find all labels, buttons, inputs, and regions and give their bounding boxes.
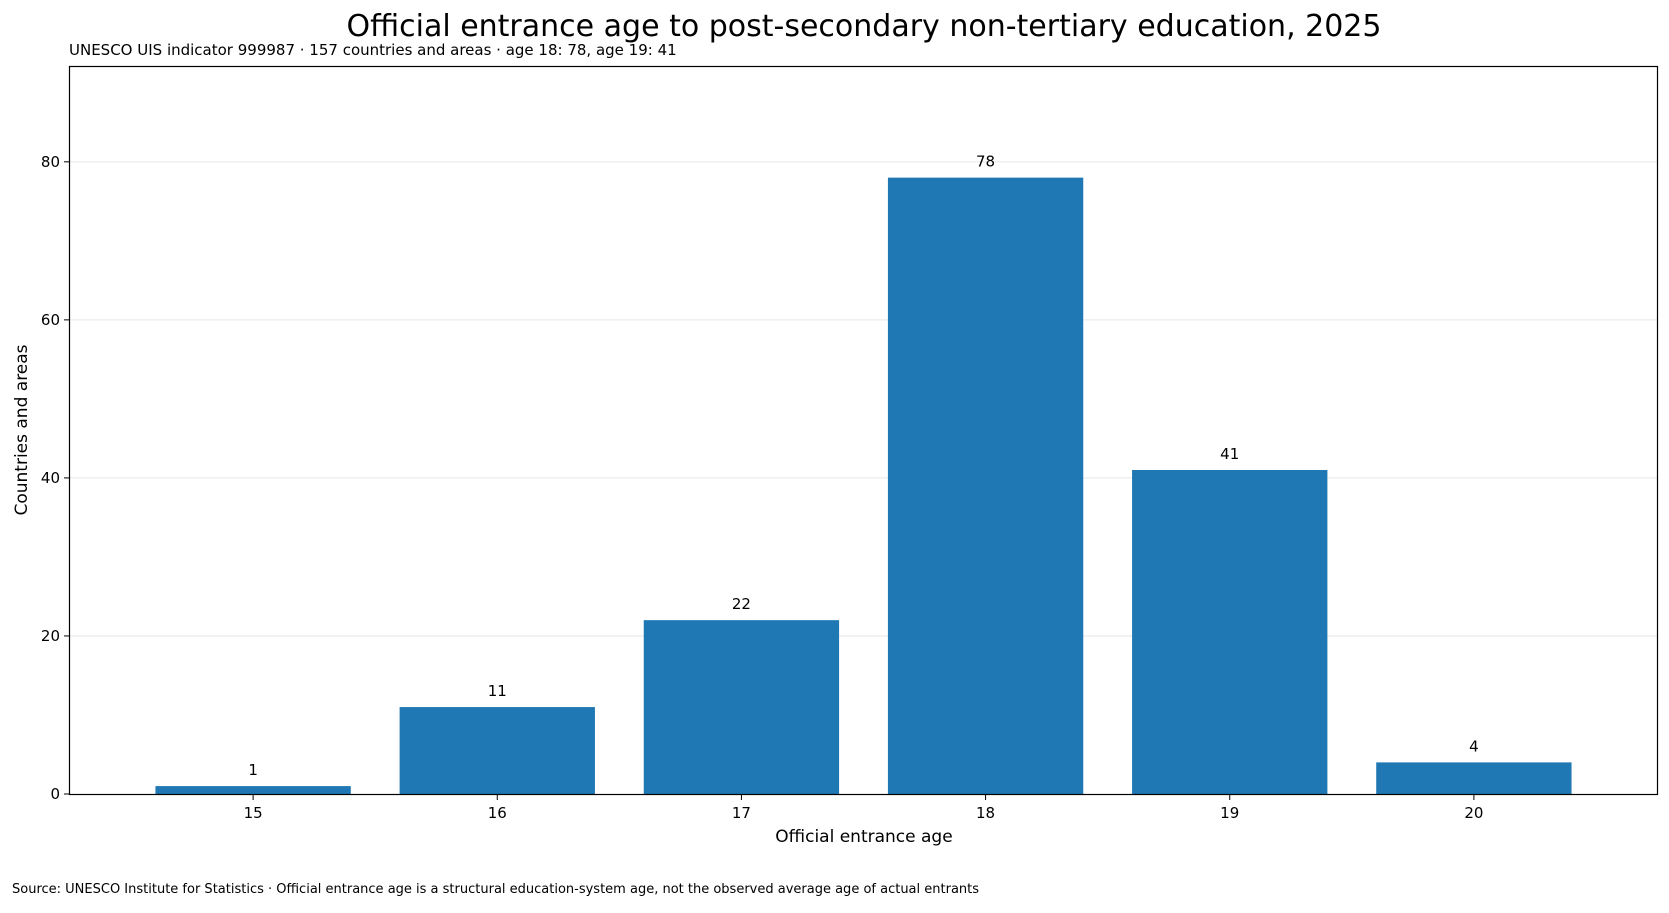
bar-18 [887,177,1084,794]
x-tick-label-15: 15 [244,804,263,822]
x-tick-label-18: 18 [976,804,995,822]
bars [155,177,1572,794]
source-note: Source: UNESCO Institute for Statistics … [12,882,979,897]
bar-17 [643,620,840,794]
gridlines [70,161,1657,637]
data-label-15: 1 [248,761,258,779]
y-axis-label: Countries and areas [12,344,32,515]
data-label-18: 78 [976,153,995,171]
y-tick-label: 20 [41,627,60,645]
y-tick-label: 80 [41,153,60,171]
bar-19 [1132,470,1328,794]
chart-title: Official entrance age to post-secondary … [347,9,1382,44]
bar-15 [155,786,351,794]
x-tick-label-16: 16 [488,804,507,822]
y-tick-label: 60 [41,311,60,329]
y-tick-label: 40 [41,469,60,487]
data-label-20: 4 [1469,737,1479,755]
y-tick-label: 0 [50,785,60,803]
x-ticks: 15 16 17 18 19 20 [244,794,1483,822]
x-tick-label-19: 19 [1220,804,1239,822]
plot-frame [68,65,1659,796]
x-axis-label: Official entrance age [775,827,952,847]
bar-20 [1376,762,1572,794]
chart-subtitle: UNESCO UIS indicator 999987 · 157 countr… [69,41,677,59]
data-label-19: 41 [1220,445,1239,463]
bar-16 [399,707,595,794]
x-tick-label-17: 17 [732,804,751,822]
x-tick-label-20: 20 [1464,804,1483,822]
data-label-16: 11 [488,682,507,700]
y-ticks: 0 20 40 60 80 [41,153,70,803]
data-label-17: 22 [732,595,751,613]
